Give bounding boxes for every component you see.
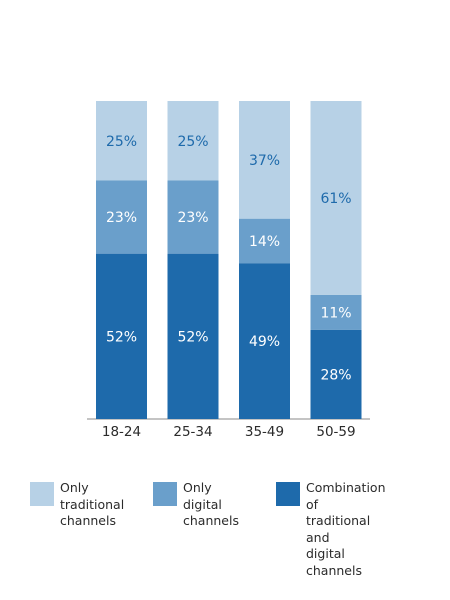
bar-segment-25-34-0 <box>167 253 219 419</box>
bar-segment-18-24-1 <box>96 180 147 254</box>
data-label-18-24-1: 23% <box>106 210 137 226</box>
data-label-18-24-0: 52% <box>106 329 137 345</box>
data-label-25-34-1: 23% <box>177 210 208 226</box>
legend-label-combination: Combination of traditional and digital c… <box>306 480 386 578</box>
legend-swatch-only-traditional <box>30 482 54 506</box>
data-label-50-59-0: 28% <box>320 367 351 383</box>
bars-group: 52% 23% 25% 52% 23% 25% 49% 14% 37% 28% 11% 61% <box>96 101 362 419</box>
data-label-35-49-1: 14% <box>249 234 280 250</box>
bar-segment-50-59-2 <box>310 101 362 295</box>
bar-segment-50-59-1 <box>310 294 362 330</box>
legend: Only traditional channels Only digital c… <box>30 480 440 578</box>
data-label-18-24-2: 25% <box>106 134 137 150</box>
legend-label-only-digital: Only digital channels <box>183 480 239 528</box>
x-tick-label-18-24: 18-24 <box>102 424 141 440</box>
data-label-50-59-2: 61% <box>320 191 351 207</box>
x-tick-label-35-49: 35-49 <box>245 424 284 440</box>
bar-segment-50-59-0 <box>310 329 362 419</box>
x-tick-labels: 18-24 25-34 35-49 50-59 <box>102 424 356 440</box>
bar-segment-25-34-1 <box>167 180 219 254</box>
x-tick-label-25-34: 25-34 <box>173 424 212 440</box>
bar-segment-35-49-0 <box>239 263 290 419</box>
legend-swatch-only-digital <box>153 482 177 506</box>
legend-label-only-traditional: Only traditional channels <box>60 480 125 528</box>
data-label-35-49-2: 37% <box>249 153 280 169</box>
x-tick-label-50-59: 50-59 <box>316 424 355 440</box>
bar-segment-25-34-2 <box>167 101 219 181</box>
bar-segment-18-24-0 <box>96 253 147 419</box>
bar-segment-35-49-2 <box>239 101 290 219</box>
data-label-25-34-0: 52% <box>177 329 208 345</box>
bar-segment-18-24-2 <box>96 101 147 181</box>
data-label-50-59-1: 11% <box>320 305 351 321</box>
bar-segment-35-49-1 <box>239 218 290 264</box>
legend-swatch-combination <box>276 482 300 506</box>
data-label-35-49-0: 49% <box>249 334 280 350</box>
data-label-25-34-2: 25% <box>177 134 208 150</box>
